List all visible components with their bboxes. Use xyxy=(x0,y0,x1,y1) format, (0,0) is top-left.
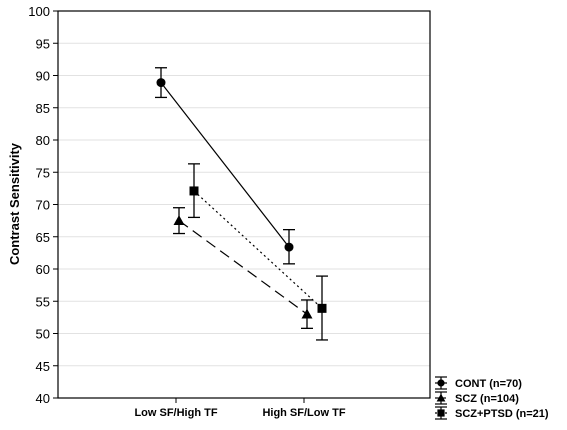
series-triangle xyxy=(173,207,313,329)
data-point xyxy=(156,78,166,88)
y-tick-label: 100 xyxy=(28,4,50,19)
series-line xyxy=(193,190,323,309)
legend-label: CONT (n=70) xyxy=(455,378,522,390)
y-tick-label: 60 xyxy=(36,262,50,277)
y-tick-label: 50 xyxy=(36,327,50,342)
y-tick-label: 85 xyxy=(36,101,50,116)
y-tick-label: 80 xyxy=(36,133,50,148)
x-tick-label: High SF/Low TF xyxy=(262,407,345,419)
data-point xyxy=(173,215,185,226)
legend-label: SCZ (n=104) xyxy=(455,393,519,405)
legend: CONT (n=70) SCZ (n=104) SCZ+PTSD (n=21) xyxy=(435,376,549,420)
x-axis-ticks: Low SF/High TF High SF/Low TF xyxy=(134,398,346,419)
legend-marker-circle xyxy=(437,379,445,387)
y-axis-ticks: 40 45 50 55 60 65 70 75 80 85 90 95 100 xyxy=(28,4,58,406)
y-tick-label: 40 xyxy=(36,391,50,406)
series-layer xyxy=(155,67,328,341)
x-tick-label: Low SF/High TF xyxy=(134,407,217,419)
legend-label: SCZ+PTSD (n=21) xyxy=(455,408,549,420)
data-point xyxy=(301,308,313,319)
y-tick-label: 45 xyxy=(36,359,50,374)
grid-layer xyxy=(58,42,430,367)
data-point xyxy=(317,303,327,313)
y-axis-label: Contrast Sensitivity xyxy=(7,142,22,265)
series-circle xyxy=(155,67,295,265)
y-tick-label: 70 xyxy=(36,198,50,213)
data-point xyxy=(189,186,199,196)
legend-marker-triangle xyxy=(436,393,446,402)
y-tick-label: 55 xyxy=(36,294,50,309)
y-tick-label: 90 xyxy=(36,69,50,84)
series-line xyxy=(178,220,308,315)
y-tick-label: 95 xyxy=(36,36,50,51)
y-tick-label: 75 xyxy=(36,165,50,180)
series-line xyxy=(160,82,290,248)
y-tick-label: 65 xyxy=(36,230,50,245)
legend-marker-square xyxy=(437,409,445,417)
series-square xyxy=(188,163,328,341)
data-point xyxy=(284,242,294,252)
